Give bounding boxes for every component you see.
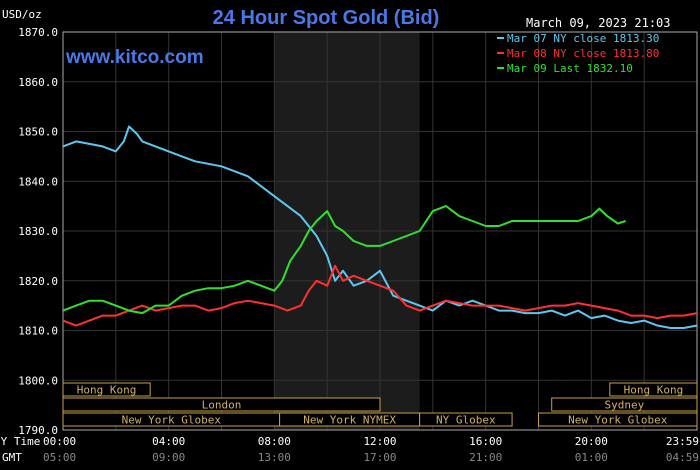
y-axis-unit: USD/oz	[2, 8, 42, 21]
session-label: New York Globex	[122, 414, 222, 427]
session-bars: Hong Kong Hong Kong London Sydney New York G…	[62, 382, 698, 427]
x-tick-label-ny: 12:00	[363, 435, 396, 448]
session-bar	[62, 382, 151, 397]
session-label: Hong Kong	[77, 384, 137, 397]
x-axis-label-ny: NY Time	[0, 435, 40, 448]
session-bar	[62, 397, 381, 412]
y-tick-label: 1790.0	[18, 424, 58, 437]
session-label: London	[202, 399, 242, 412]
x-tick-label-ny: 16:00	[469, 435, 502, 448]
y-tick-label: 1840.0	[18, 175, 58, 188]
session-label: Hong Kong	[624, 384, 684, 397]
legend: Mar 07 NY close 1813.30 Mar 08 NY close 1…	[497, 32, 659, 75]
series-line	[62, 264, 698, 327]
x-tick-label-gmt: 17:00	[363, 451, 396, 464]
x-tick-label-ny: 04:00	[152, 435, 185, 448]
session-label: Sydney	[604, 399, 644, 412]
y-tick-label: 1820.0	[18, 275, 58, 288]
y-tick-label: 1850.0	[18, 126, 58, 139]
x-tick-label-gmt: 21:00	[469, 451, 502, 464]
legend-label: Mar 09 Last 1832.10	[507, 62, 633, 75]
session-label: New York Globex	[568, 414, 668, 427]
legend-label: Mar 08 NY close 1813.80	[507, 47, 659, 60]
legend-label: Mar 07 NY close 1813.30	[507, 32, 659, 45]
timestamp: March 09, 2023 21:03	[526, 16, 671, 30]
plot-border	[62, 31, 698, 431]
x-axis-label-gmt: GMT	[2, 451, 22, 464]
session-bar	[538, 412, 698, 427]
x-tick-label-ny: 00:00	[43, 435, 76, 448]
series-line	[62, 205, 627, 315]
y-tick-labels: 1870.0 1860.0 1850.0 1840.0 1830.0 1820.0 1810…	[18, 26, 58, 437]
y-tick-label: 1830.0	[18, 225, 58, 238]
chart-title: 24 Hour Spot Gold (Bid)	[213, 7, 440, 29]
x-tick-label-gmt: 05:00	[43, 451, 76, 464]
session-label: New York NYMEX	[303, 414, 396, 427]
y-tick-label: 1800.0	[18, 374, 58, 387]
x-tick-label-gmt: 01:00	[575, 451, 608, 464]
x-tick-label-ny: 23:59	[666, 435, 699, 448]
watermark: www.kitco.com	[65, 47, 204, 68]
grid	[62, 31, 698, 431]
y-tick-label: 1860.0	[18, 76, 58, 89]
x-tick-label-ny: 08:00	[258, 435, 291, 448]
x-tick-label-gmt: 13:00	[258, 451, 291, 464]
y-tick-label: 1870.0	[18, 26, 58, 39]
series-line	[62, 125, 698, 329]
session-bar	[551, 397, 698, 412]
session-bar	[609, 382, 698, 397]
x-tick-label-ny: 20:00	[575, 435, 608, 448]
y-tick-label: 1810.0	[18, 325, 58, 338]
session-label: NY Globex	[436, 414, 496, 427]
session-bar	[419, 412, 513, 427]
x-tick-label-gmt: 04:59	[666, 451, 699, 464]
x-tick-labels: 00:00 05:00 04:00 09:00 08:00 13:00 12:00 17:00…	[43, 435, 699, 464]
series-lines	[62, 125, 698, 329]
x-tick-label-gmt: 09:00	[152, 451, 185, 464]
